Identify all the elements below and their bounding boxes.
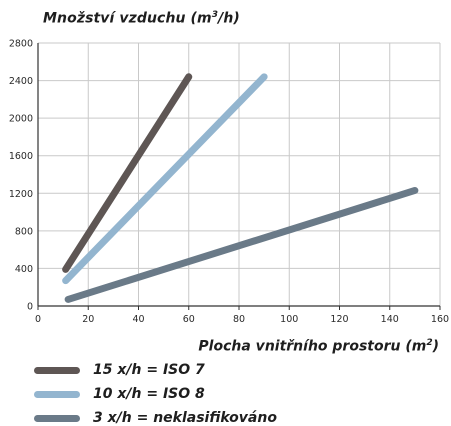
y-tick-label-1600: 1600 [9,151,33,162]
legend-item-iso8: 10 x/h = ISO 8 [34,382,277,406]
x-axis-title-sup: 2 [426,338,433,348]
y-axis-title: Množství vzduchu (m3/h) [43,10,240,27]
legend-label-iso8: 10 x/h = ISO 8 [93,386,205,402]
legend-label-iso7: 15 x/h = ISO 7 [93,362,205,378]
legend: 15 x/h = ISO 7 10 x/h = ISO 8 3 x/h = ne… [34,358,277,426]
y-axis-title-sup: 3 [211,10,219,20]
y-tick-label-2400: 2400 [9,76,33,87]
x-axis-title-suffix: ) [432,338,439,355]
x-tick-label-40: 40 [132,314,144,325]
x-tick-label-120: 120 [330,314,348,325]
x-tick-label-100: 100 [280,314,298,325]
gridlines [38,42,441,306]
legend-swatch-iso8 [34,390,80,398]
y-tick-label-0: 0 [27,302,33,313]
x-tick-label-140: 140 [381,314,399,325]
series-line-iso7 [62,73,193,273]
legend-item-unclassified: 3 x/h = neklasifikováno [34,406,277,426]
series-layer [62,73,419,303]
y-tick-label-2000: 2000 [9,114,33,125]
x-tick-label-60: 60 [183,314,195,325]
y-axis-title-suffix: /h) [218,10,240,27]
x-axis-title: Plocha vnitřního prostoru (m2) [198,338,439,355]
y-tick-label-1200: 1200 [9,189,33,200]
x-tick-label-20: 20 [82,314,94,325]
x-tick-label-80: 80 [233,314,245,325]
y-tick-label-2800: 2800 [9,39,33,50]
x-tick-label-0: 0 [35,314,41,325]
legend-item-iso7: 15 x/h = ISO 7 [34,358,277,382]
y-tick-label-800: 800 [15,226,33,237]
legend-label-unclassified: 3 x/h = neklasifikováno [93,410,277,426]
axes [37,43,441,310]
tick-labels: 0 400 800 1200 1600 2000 2400 2800 0 20 40 60 80 100 1… [9,39,449,326]
x-tick-label-160: 160 [431,314,449,325]
legend-swatch-iso7 [34,366,80,374]
y-axis-title-text: Množství vzduchu (m [43,10,212,27]
series-line-unclassified [64,186,419,303]
y-tick-label-400: 400 [15,264,33,275]
legend-swatch-unclassified [34,414,80,422]
series-line-iso8 [62,73,268,285]
x-axis-title-text: Plocha vnitřního prostoru (m [198,338,427,355]
